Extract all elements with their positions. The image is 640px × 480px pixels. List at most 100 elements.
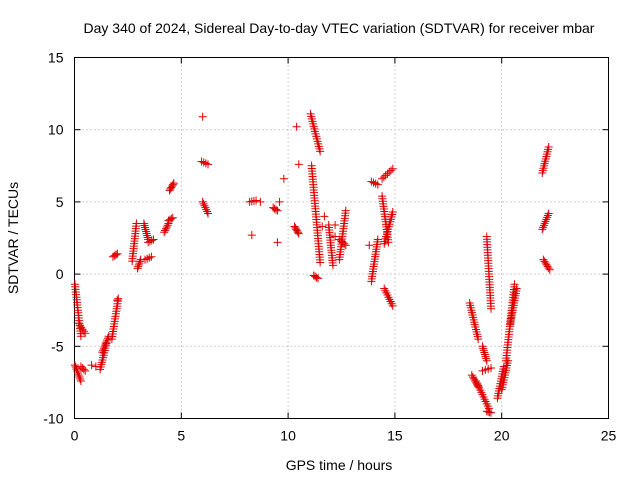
data-point <box>140 223 149 232</box>
data-point <box>468 373 477 382</box>
data-point <box>480 348 489 357</box>
data-point <box>314 274 323 283</box>
data-point <box>247 231 256 240</box>
data-point <box>540 257 549 266</box>
data-point <box>113 249 122 258</box>
data-point <box>111 250 120 259</box>
data-point <box>544 209 553 218</box>
plot-frame <box>74 57 609 419</box>
data-point <box>539 221 548 230</box>
data-point <box>373 180 382 189</box>
data-point <box>103 336 112 345</box>
data-point <box>99 344 108 353</box>
data-point <box>256 197 265 206</box>
data-point <box>76 374 85 383</box>
x-tick-label: 15 <box>387 428 403 444</box>
data-point <box>542 260 551 269</box>
data-point <box>385 168 394 177</box>
data-point <box>197 157 206 166</box>
x-tick-label: 25 <box>601 428 617 444</box>
data-point <box>381 286 390 295</box>
data-point <box>102 338 111 347</box>
data-point <box>479 392 488 401</box>
data-point <box>544 264 553 273</box>
data-point <box>70 361 79 370</box>
data-point <box>73 367 82 376</box>
data-points <box>70 109 554 417</box>
data-point <box>386 166 395 175</box>
data-point <box>200 201 209 210</box>
data-point <box>144 238 153 247</box>
data-point <box>541 217 550 226</box>
data-point <box>143 254 152 263</box>
data-point <box>542 215 551 224</box>
data-point <box>149 235 158 244</box>
data-point <box>373 235 382 244</box>
data-point <box>271 205 280 214</box>
data-point <box>139 219 148 228</box>
data-point <box>202 205 211 214</box>
data-point <box>544 143 553 152</box>
data-point <box>545 265 554 274</box>
data-point <box>76 321 85 330</box>
data-point <box>293 228 302 237</box>
data-point <box>316 147 325 156</box>
data-point <box>161 224 170 233</box>
data-point <box>140 255 149 264</box>
data-point <box>320 212 329 221</box>
data-point <box>145 237 154 246</box>
data-point <box>480 350 489 359</box>
data-point <box>162 223 171 232</box>
data-point <box>478 342 487 351</box>
data-point <box>341 206 350 215</box>
data-point <box>199 199 208 208</box>
x-tick-label: 0 <box>71 428 79 444</box>
data-point <box>539 223 548 232</box>
data-point <box>474 335 483 344</box>
data-point <box>77 323 86 332</box>
data-point <box>318 222 327 231</box>
data-point <box>388 164 397 173</box>
data-point <box>252 196 261 205</box>
data-point <box>168 180 177 189</box>
y-axis-title: SDTVAR / TECUs <box>5 182 21 294</box>
tick-layer <box>74 57 609 419</box>
data-point <box>292 122 301 131</box>
data-point <box>204 160 212 169</box>
data-point <box>81 366 90 375</box>
data-point <box>167 214 176 223</box>
data-point <box>133 264 142 273</box>
data-point <box>388 208 397 217</box>
data-point <box>132 219 141 228</box>
data-point <box>369 178 378 187</box>
data-point <box>480 395 489 404</box>
data-point <box>383 291 392 300</box>
data-point <box>135 259 144 268</box>
data-point <box>294 160 303 169</box>
data-point <box>331 221 340 230</box>
data-point <box>386 297 395 306</box>
data-point <box>540 219 549 228</box>
data-point <box>147 252 156 261</box>
data-point <box>198 197 207 206</box>
data-point <box>273 206 282 215</box>
data-point <box>99 346 108 355</box>
data-point <box>75 372 84 381</box>
data-point <box>380 284 389 293</box>
data-point <box>72 365 81 374</box>
data-point <box>385 295 394 304</box>
data-point <box>487 363 496 372</box>
data-point <box>198 112 207 121</box>
y-tick-label: 10 <box>48 122 64 138</box>
data-point <box>199 158 208 167</box>
data-point <box>201 203 210 212</box>
y-tick-label: -5 <box>51 338 64 354</box>
data-point <box>147 236 156 245</box>
data-point <box>71 363 80 372</box>
data-point <box>539 255 548 264</box>
data-point <box>275 197 284 206</box>
chart-title: Day 340 of 2024, Sidereal Day-to-day VTE… <box>84 20 595 36</box>
data-point <box>163 221 172 230</box>
data-point <box>74 319 83 328</box>
data-point <box>204 209 212 218</box>
